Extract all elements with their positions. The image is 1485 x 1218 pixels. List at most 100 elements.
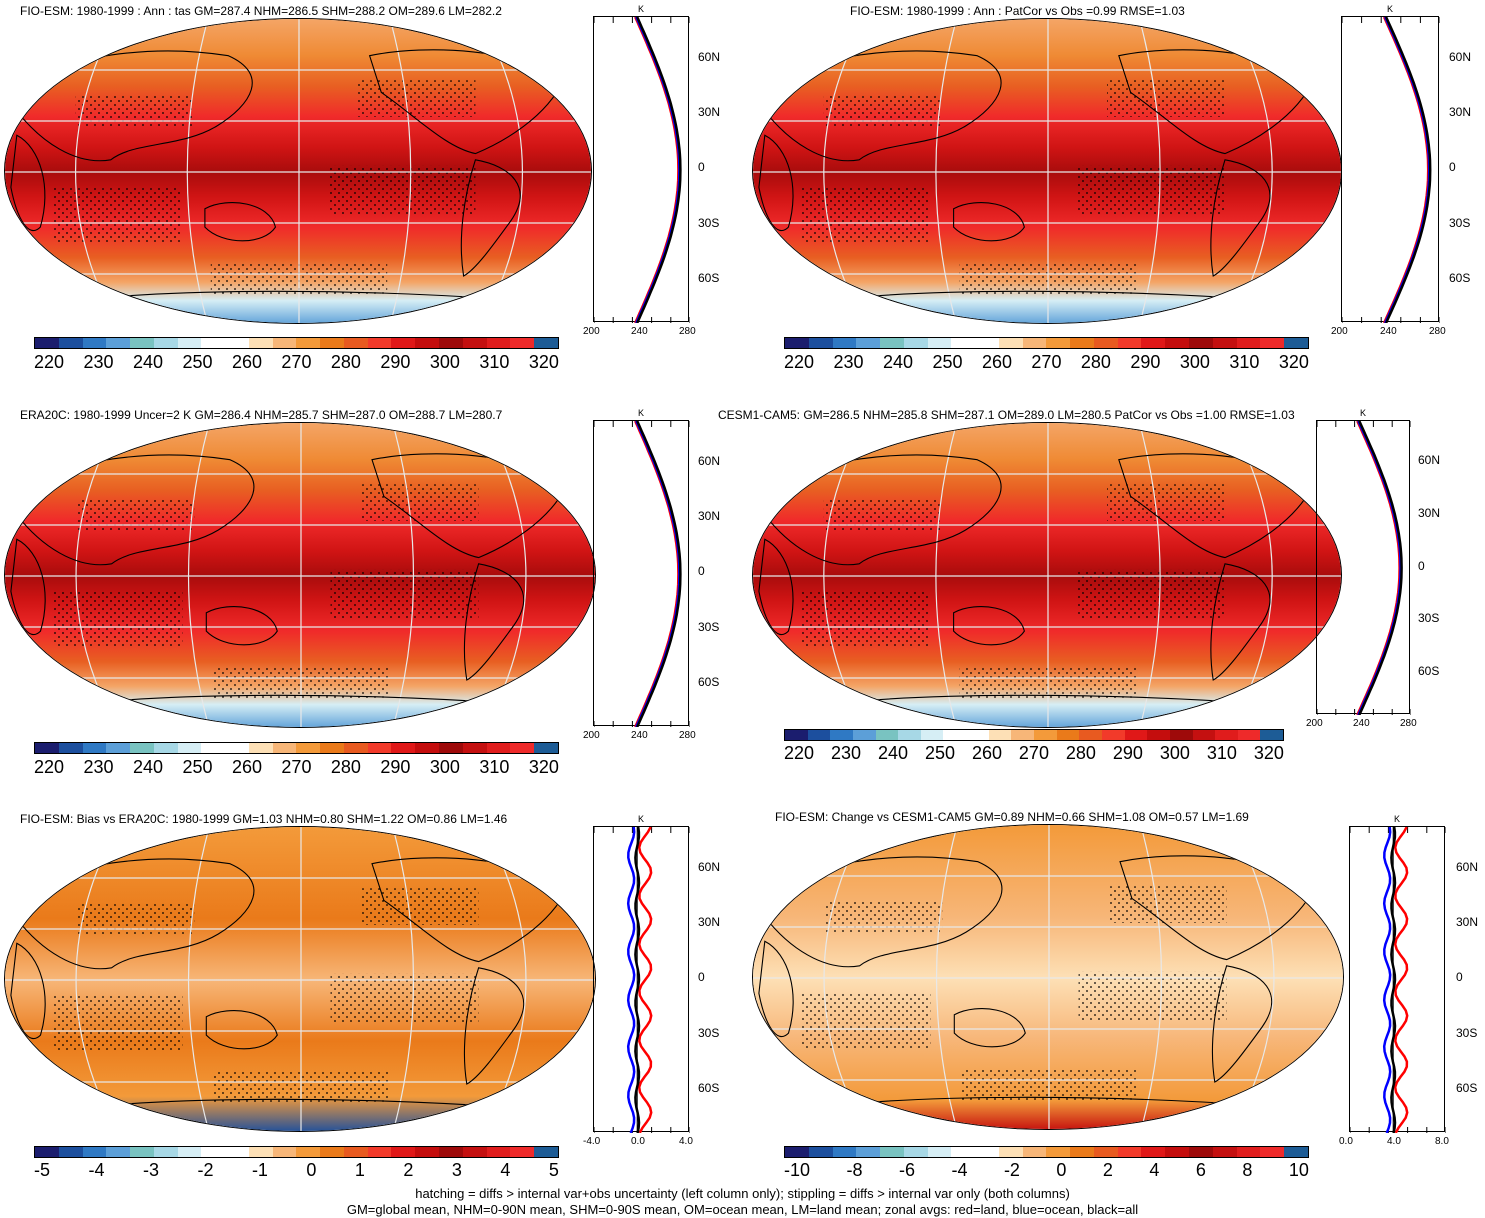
colorbar-swatch [830, 730, 853, 740]
colorbar-swatch [832, 338, 857, 348]
colorbar-swatch [785, 1147, 809, 1157]
meridian-line [75, 423, 119, 727]
colorbar-swatch [534, 1147, 558, 1157]
coastline [823, 1096, 1275, 1129]
colorbar-tick-label: 250 [932, 352, 963, 372]
zonal-x-label: 0.0 [1339, 1136, 1353, 1147]
coastline [10, 134, 46, 232]
coastline [205, 1010, 278, 1050]
colorbar-swatch [1189, 338, 1213, 348]
stipple-region [52, 995, 183, 1051]
zonal-x-label: 200 [583, 326, 600, 337]
zonal-x-label: 240 [631, 730, 648, 741]
colorbar-swatch [1284, 1147, 1308, 1157]
colorbar-swatch [391, 1147, 416, 1157]
meridian-line [823, 423, 866, 727]
colorbar-swatch [486, 743, 511, 753]
zonal-all-curve [636, 421, 682, 727]
coastline [758, 940, 794, 1038]
colorbar-tick-label: 260 [971, 743, 1002, 763]
colorbar-swatch [903, 338, 928, 348]
panel-title: CESM1-CAM5: GM=286.5 NHM=285.8 SHM=287.1… [718, 408, 1295, 422]
colorbar-swatch [510, 743, 535, 753]
meridian-line [75, 19, 118, 323]
zonal-lat-label: 0 [698, 970, 705, 985]
colorbar-tick-label: 300 [429, 352, 460, 372]
colorbar-swatch [903, 1147, 928, 1157]
colorbar-swatch [177, 1147, 202, 1157]
colorbar-tick-label: 260 [231, 757, 262, 777]
colorbar-swatch [1124, 730, 1148, 740]
colorbar-swatch [82, 338, 107, 348]
colorbar-tick-label: -5 [34, 1160, 51, 1180]
colorbar-swatch [201, 743, 226, 753]
coastline [16, 454, 255, 566]
meridian-line [1138, 19, 1161, 323]
colorbar-swatch [1189, 1147, 1213, 1157]
zonal-lat-label: 60S [1449, 270, 1471, 285]
colorbar-swatch [415, 743, 440, 753]
colorbar-swatch [272, 338, 297, 348]
zonal-lat-label: 60N [698, 50, 721, 65]
colorbar-swatch [106, 743, 131, 753]
meridian-line [935, 825, 958, 1129]
colorbar-swatch [248, 338, 273, 348]
stipple-region [800, 993, 931, 1049]
coastline [764, 50, 1002, 162]
zonal-lat-label: 60N [1449, 50, 1472, 65]
zonal-land-curve [637, 827, 653, 1133]
colorbar-swatch [1284, 338, 1308, 348]
zonal-unit-label: K [1387, 4, 1394, 14]
colorbar-tick-label: 6 [1195, 1160, 1206, 1180]
colorbar-swatch [1212, 338, 1237, 348]
colorbar-swatch [1022, 1147, 1047, 1157]
stipple-region [52, 591, 183, 647]
colorbar-labels: 220 230 240 250 260 270 280 290 300 310 320 [784, 352, 1309, 373]
colorbar-tick-label: 5 [548, 1160, 559, 1180]
colorbar-swatch [808, 1147, 833, 1157]
colorbar-swatch [225, 338, 249, 348]
coastline [463, 967, 525, 1085]
zonal-x-label: 0.0 [631, 1136, 645, 1147]
colorbar-swatch [439, 338, 463, 348]
colorbar-tick-label: -6 [898, 1160, 915, 1180]
coastline [1210, 159, 1271, 277]
colorbar-swatch [943, 730, 967, 740]
stipple-region [1108, 886, 1227, 923]
colorbar-tick-label: 320 [528, 352, 559, 372]
colorbar-tick-label: 220 [34, 352, 65, 372]
colorbar-swatch [1046, 338, 1071, 348]
zonal-unit-label: K [638, 4, 645, 14]
zonal-x-label: 8.0 [1435, 1136, 1449, 1147]
zonal-lat-label: 60N [1418, 452, 1441, 467]
zonal-ocean-curve [626, 827, 636, 1133]
zonal-unit-label: K [638, 814, 645, 824]
coastline [460, 159, 521, 277]
colorbar-swatch [130, 1147, 154, 1157]
colorbar-swatch [82, 743, 107, 753]
colorbar-swatch [58, 743, 83, 753]
colorbar-swatch [1101, 730, 1125, 740]
colorbar-tick-label: 3 [451, 1160, 462, 1180]
meridian-line [1230, 19, 1273, 323]
stipple-region [328, 165, 476, 215]
stipple-region [1077, 569, 1225, 619]
colorbar-swatch [807, 730, 831, 740]
colorbar-swatch [927, 338, 952, 348]
zonal-average-plot [593, 16, 690, 323]
colorbar-swatch [998, 338, 1023, 348]
zonal-all-curve [1384, 17, 1432, 323]
coastline [1210, 563, 1271, 681]
colorbar-tick-label: 220 [784, 743, 815, 763]
colorbar-tick-label: 290 [1130, 352, 1161, 372]
coastline [953, 202, 1025, 242]
meridian-line [392, 827, 415, 1131]
colorbar-swatch [439, 743, 463, 753]
colorbar-swatch [1192, 730, 1216, 740]
zonal-lat-label: 30S [698, 619, 720, 634]
colorbar-tick-label: 4 [500, 1160, 511, 1180]
colorbar-swatch [852, 730, 876, 740]
colorbar-swatch [1165, 338, 1190, 348]
colorbar-swatch [856, 1147, 881, 1157]
footer-line-2: GM=global mean, NHM=0-90N mean, SHM=0-90… [346, 1202, 1139, 1217]
